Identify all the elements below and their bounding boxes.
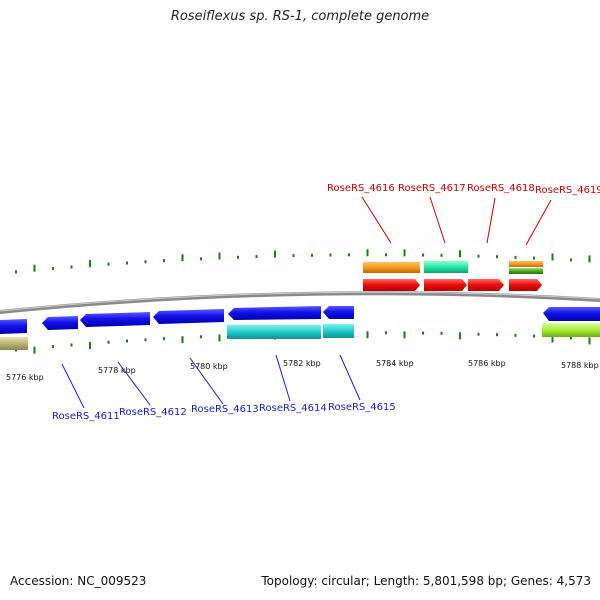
gene-label-4616[interactable]: RoseRS_4616 [327, 183, 395, 194]
gene-arrow-4618[interactable] [468, 279, 504, 291]
accession-text: Accession: NC_009523 [10, 574, 147, 588]
gene-arrow-left-edge[interactable] [0, 319, 27, 334]
reverse-gene-labels [61, 354, 361, 409]
topology-text: Topology: circular; Length: 5,801,598 bp… [261, 574, 591, 588]
scale-label: 5786 kbp [468, 359, 506, 368]
gene-label-4611[interactable]: RoseRS_4611 [52, 411, 120, 422]
gene-label-4618[interactable]: RoseRS_4618 [467, 183, 535, 194]
gene-cyan-right[interactable] [323, 324, 354, 338]
reverse-strand-genes [0, 306, 600, 350]
scale-label: 5782 kbp [283, 359, 321, 368]
gene-green-small[interactable] [509, 268, 543, 274]
gene-arrow-4617[interactable] [424, 279, 467, 291]
scale-label: 5788 kbp [561, 361, 599, 370]
gene-arrow-4614[interactable] [228, 306, 321, 320]
gene-label-4612[interactable]: RoseRS_4612 [119, 407, 187, 418]
forward-gene-labels [361, 196, 552, 246]
gene-arrow-4612[interactable] [80, 312, 150, 327]
scale-label: 5778 kbp [98, 366, 136, 375]
gene-arrow-4613[interactable] [153, 309, 224, 324]
gene-label-4619[interactable]: RoseRS_4619 [535, 185, 600, 196]
gene-teal-upper[interactable] [424, 261, 468, 273]
forward-strand-genes [363, 261, 543, 291]
gene-arrow-4616[interactable] [363, 279, 420, 291]
gene-label-4613[interactable]: RoseRS_4613 [191, 404, 259, 415]
gene-arrow-right-edge[interactable] [543, 307, 600, 321]
gene-olive-edge[interactable] [0, 337, 28, 350]
genome-backbone [0, 291, 600, 314]
gene-orange-small[interactable] [509, 261, 543, 267]
gene-cyan-left[interactable] [227, 325, 321, 339]
gene-orange-upper[interactable] [363, 262, 420, 273]
scale-label: 5780 kbp [190, 362, 228, 371]
scale-label: 5784 kbp [376, 359, 414, 368]
scale-label: 5776 kbp [6, 373, 44, 382]
gc-ticks-upper [15, 249, 591, 274]
gene-arrow-4619[interactable] [509, 279, 542, 291]
gene-arrow-4611[interactable] [42, 316, 78, 330]
gene-lime-edge[interactable] [542, 323, 600, 337]
gene-label-4617[interactable]: RoseRS_4617 [398, 183, 466, 194]
gene-arrow-4615[interactable] [323, 306, 354, 319]
scale-labels: 5776 kbp 5778 kbp 5780 kbp 5782 kbp 5784… [6, 359, 599, 382]
genome-backbone-highlight [0, 291, 600, 312]
map-title: Roseiflexus sp. RS-1, complete genome [170, 9, 430, 24]
gene-label-4615[interactable]: RoseRS_4615 [328, 402, 396, 413]
gene-label-4614[interactable]: RoseRS_4614 [259, 403, 327, 414]
